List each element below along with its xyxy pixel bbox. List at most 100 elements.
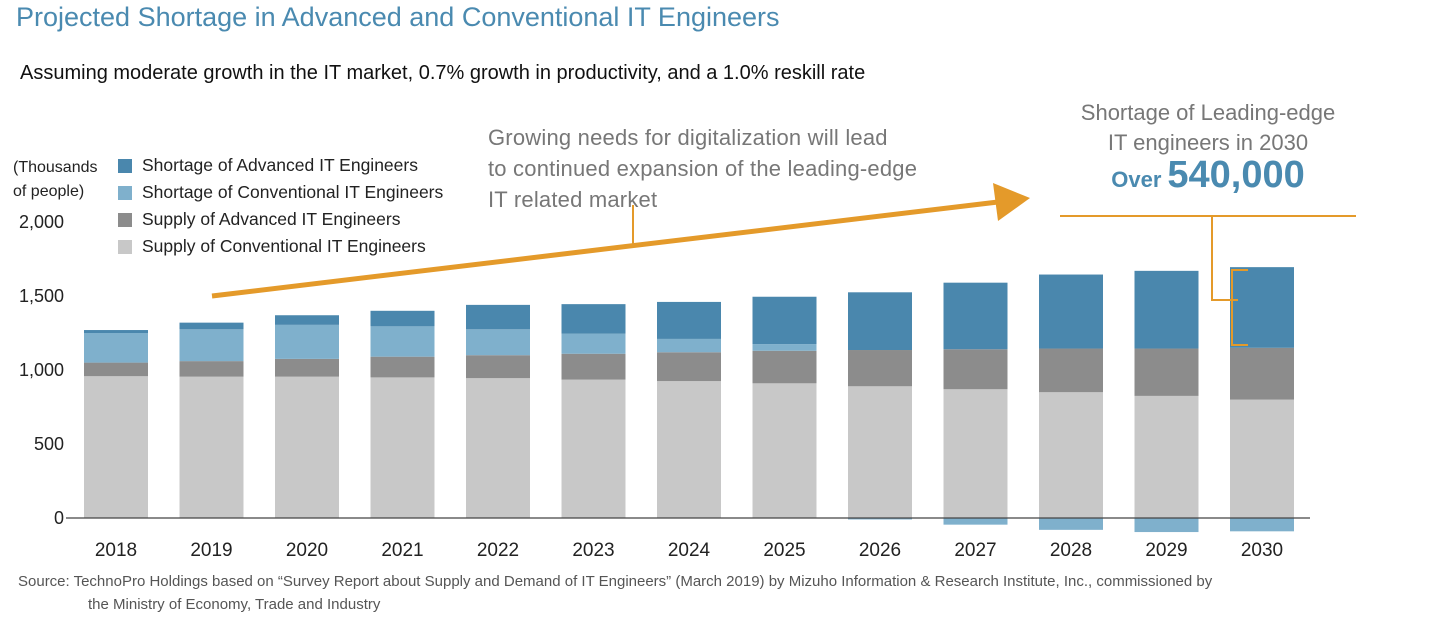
bar-shortage-of-conventional-it-engineers-negative (848, 518, 912, 520)
bar-shortage-of-advanced-it-engineers (1039, 274, 1103, 349)
shortage-highlight: Shortage of Leading-edge IT engineers in… (1040, 98, 1376, 195)
x-tick-label: 2020 (286, 540, 328, 561)
x-tick-label: 2028 (1050, 540, 1092, 561)
bar-shortage-of-advanced-it-engineers (84, 330, 148, 333)
x-tick-label: 2025 (763, 540, 805, 561)
legend-swatch-shortage-advanced (118, 158, 132, 173)
chart-subtitle: Assuming moderate growth in the IT marke… (20, 62, 866, 84)
highlight-bracket (1231, 269, 1248, 346)
x-tick-label: 2023 (572, 540, 614, 561)
bar-shortage-of-advanced-it-engineers (943, 282, 1008, 350)
x-tick-label: 2019 (190, 540, 232, 561)
bar-supply-of-advanced-it-engineers (1039, 348, 1103, 393)
y-axis-unit-line1: (Thousands (13, 159, 98, 176)
legend-item-supply-conventional: Supply of Conventional IT Engineers (118, 233, 443, 260)
legend-label: Shortage of Advanced IT Engineers (142, 155, 418, 175)
bar-shortage-of-conventional-it-engineers (84, 333, 148, 363)
bar-supply-of-advanced-it-engineers (84, 362, 148, 377)
bar-supply-of-conventional-it-engineers (1230, 399, 1294, 518)
bar-supply-of-advanced-it-engineers (752, 350, 817, 384)
bar-supply-of-advanced-it-engineers (370, 356, 435, 378)
legend-label: Supply of Advanced IT Engineers (142, 209, 401, 229)
x-tick-label: 2027 (954, 540, 996, 561)
legend-label: Shortage of Conventional IT Engineers (142, 182, 444, 202)
bar-supply-of-advanced-it-engineers (1134, 348, 1199, 396)
callout-line2: to continued expansion of the leading-ed… (488, 156, 918, 181)
y-tick-label: 1,500 (19, 286, 64, 306)
bar-supply-of-conventional-it-engineers (1039, 392, 1103, 518)
x-tick-label: 2024 (668, 540, 711, 561)
x-tick-label: 2026 (859, 540, 901, 561)
bar-shortage-of-conventional-it-engineers (466, 329, 530, 356)
callout-line1: Growing needs for digitalization will le… (488, 125, 888, 150)
legend-label: Supply of Conventional IT Engineers (142, 236, 426, 256)
chart-title: Projected Shortage in Advanced and Conve… (16, 2, 780, 32)
bar-shortage-of-advanced-it-engineers (275, 315, 339, 325)
y-axis-unit-line2: of people) (13, 183, 85, 200)
bar-shortage-of-conventional-it-engineers (657, 338, 721, 353)
bar-shortage-of-conventional-it-engineers (561, 333, 626, 354)
bar-supply-of-conventional-it-engineers (752, 383, 817, 518)
bar-shortage-of-advanced-it-engineers (752, 296, 817, 345)
bar-shortage-of-conventional-it-engineers-negative (1230, 518, 1294, 532)
bar-shortage-of-conventional-it-engineers-negative (943, 518, 1008, 525)
bar-supply-of-conventional-it-engineers (179, 376, 244, 518)
bar-supply-of-advanced-it-engineers (466, 355, 530, 379)
legend-swatch-supply-conventional (118, 239, 132, 254)
y-tick-label: 500 (34, 434, 64, 454)
growth-callout: Growing needs for digitalization will le… (488, 122, 917, 215)
x-tick-label: 2018 (95, 540, 137, 561)
highlight-figure: Over 540,000 (1040, 156, 1376, 195)
x-tick-label: 2022 (477, 540, 519, 561)
x-tick-label: 2021 (381, 540, 423, 561)
y-axis-unit: (Thousands of people) (13, 156, 98, 204)
bar-supply-of-conventional-it-engineers (275, 376, 339, 518)
highlight-value: 540,000 (1167, 154, 1305, 196)
bar-supply-of-advanced-it-engineers (275, 358, 339, 377)
legend-swatch-supply-advanced (118, 212, 132, 227)
legend-item-supply-advanced: Supply of Advanced IT Engineers (118, 206, 443, 233)
bar-supply-of-advanced-it-engineers (657, 352, 721, 382)
bar-supply-of-conventional-it-engineers (848, 386, 912, 518)
bar-supply-of-conventional-it-engineers (84, 376, 148, 518)
y-tick-label: 1,000 (19, 360, 64, 380)
x-tick-label: 2029 (1145, 540, 1187, 561)
bar-shortage-of-advanced-it-engineers (561, 304, 626, 334)
bar-supply-of-advanced-it-engineers (561, 353, 626, 380)
bar-shortage-of-advanced-it-engineers (657, 301, 721, 339)
bar-supply-of-conventional-it-engineers (561, 379, 626, 518)
legend-item-shortage-conventional: Shortage of Conventional IT Engineers (118, 179, 443, 206)
growth-arrow-head (993, 183, 1030, 221)
bar-shortage-of-advanced-it-engineers (179, 322, 244, 330)
bar-supply-of-conventional-it-engineers (1134, 395, 1199, 518)
bar-shortage-of-advanced-it-engineers (1230, 267, 1294, 348)
source-note: Source: TechnoPro Holdings based on “Sur… (18, 570, 1428, 616)
source-line2: the Ministry of Economy, Trade and Indus… (88, 596, 381, 613)
highlight-line1: Shortage of Leading-edge (1080, 100, 1336, 125)
y-tick-label: 0 (54, 508, 64, 528)
bar-shortage-of-advanced-it-engineers (466, 304, 530, 330)
bar-supply-of-advanced-it-engineers (1230, 347, 1294, 400)
bar-supply-of-conventional-it-engineers (370, 377, 435, 518)
bar-shortage-of-conventional-it-engineers-negative (1134, 518, 1199, 533)
bar-shortage-of-conventional-it-engineers (370, 326, 435, 357)
bar-shortage-of-conventional-it-engineers (752, 344, 817, 351)
bar-shortage-of-advanced-it-engineers (848, 292, 912, 351)
source-line1: Source: TechnoPro Holdings based on “Sur… (18, 573, 1213, 590)
legend-item-shortage-advanced: Shortage of Advanced IT Engineers (118, 152, 443, 179)
bar-supply-of-conventional-it-engineers (466, 378, 530, 518)
y-tick-label: 2,000 (19, 212, 64, 232)
highlight-prefix: Over (1111, 167, 1162, 192)
bar-supply-of-conventional-it-engineers (657, 381, 721, 518)
highlight-line2: IT engineers in 2030 (1107, 130, 1309, 155)
bar-shortage-of-advanced-it-engineers (370, 310, 435, 327)
legend: Shortage of Advanced IT Engineers Shorta… (118, 152, 443, 260)
bar-shortage-of-conventional-it-engineers (275, 324, 339, 359)
bar-shortage-of-advanced-it-engineers (1134, 270, 1199, 349)
growth-arrow-shaft (211, 199, 999, 299)
bar-shortage-of-conventional-it-engineers (179, 329, 244, 362)
bar-supply-of-advanced-it-engineers (179, 361, 244, 377)
x-tick-label: 2030 (1241, 540, 1283, 561)
legend-swatch-shortage-conventional (118, 185, 132, 200)
